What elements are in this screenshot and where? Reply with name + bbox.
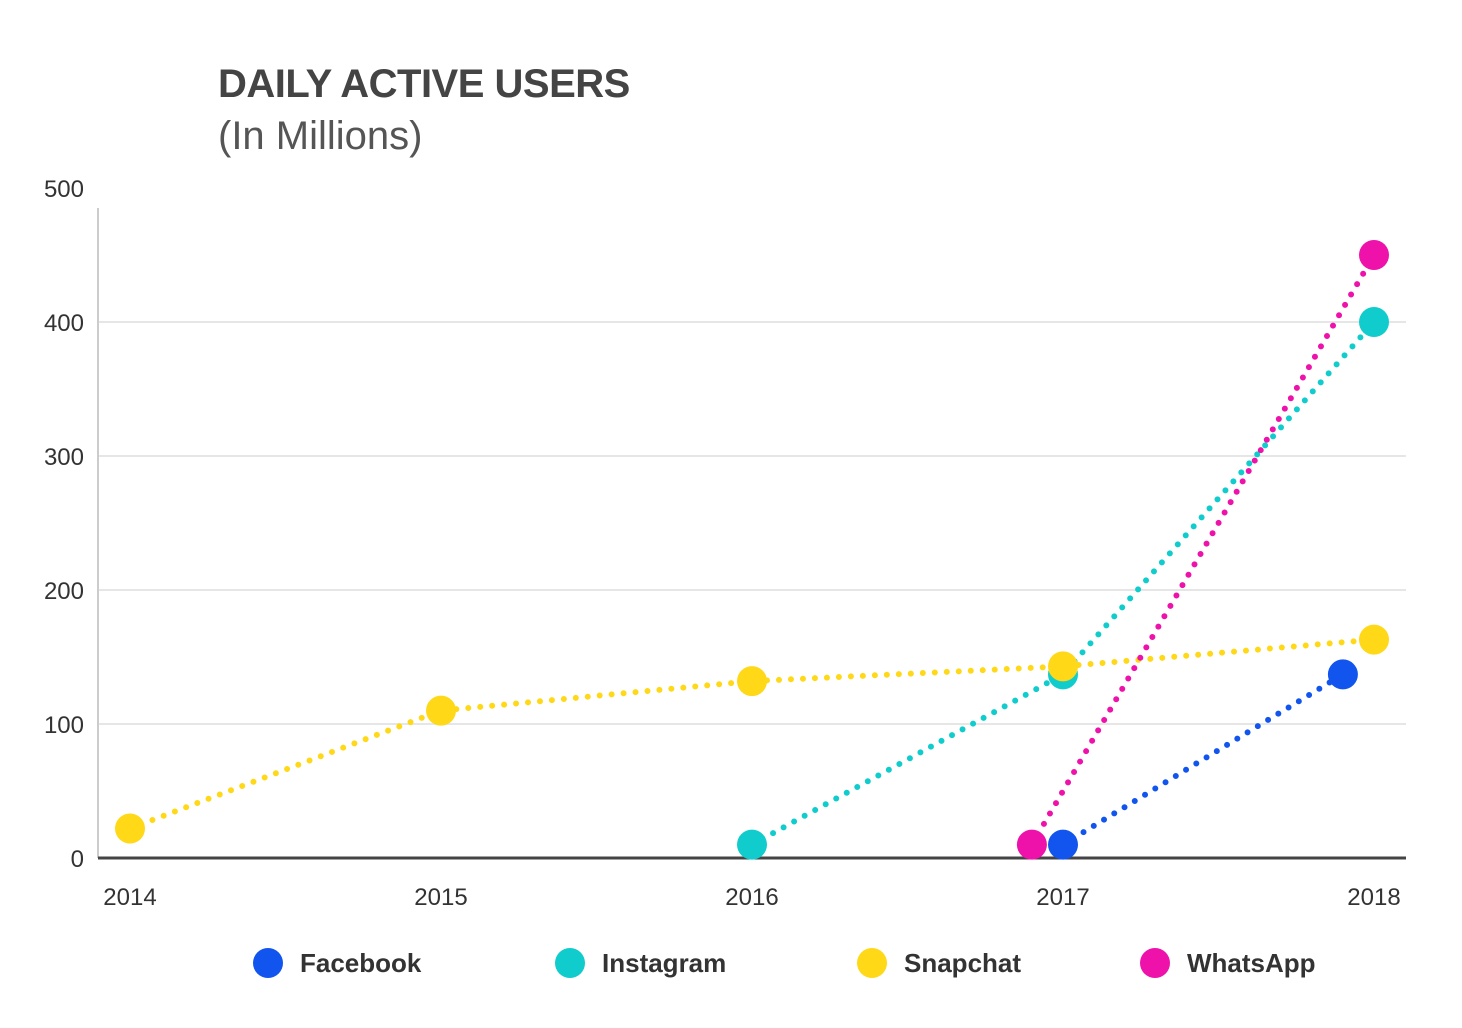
legend-marker-whatsapp — [1140, 948, 1170, 978]
x-tick-label: 2015 — [414, 884, 467, 911]
legend-label-instagram: Instagram — [602, 948, 726, 978]
data-point-facebook — [1048, 829, 1078, 860]
y-tick-label: 100 — [44, 712, 84, 739]
y-tick-label: 400 — [44, 310, 84, 337]
data-point-instagram — [737, 829, 767, 860]
data-point-snapchat — [1048, 651, 1078, 682]
y-tick-label: 500 — [44, 176, 84, 203]
data-point-whatsapp — [1359, 240, 1389, 270]
legend-marker-facebook — [253, 948, 283, 978]
chart-title: DAILY ACTIVE USERS — [218, 62, 630, 106]
series-line-whatsapp — [1028, 252, 1377, 848]
data-point-snapchat — [737, 666, 767, 697]
y-tick-label: 300 — [44, 444, 84, 471]
y-tick-label: 0 — [71, 846, 84, 873]
series-line-facebook — [1060, 671, 1346, 848]
series-line-instagram — [749, 319, 1377, 848]
legend-marker-instagram — [555, 948, 585, 978]
data-point-whatsapp — [1016, 829, 1047, 860]
x-tick-label: 2018 — [1347, 884, 1400, 911]
legend-marker-snapchat — [857, 948, 887, 978]
x-tick-label: 2016 — [725, 884, 778, 911]
data-point-instagram — [1359, 307, 1389, 337]
data-point-snapchat — [115, 813, 145, 844]
legend-label-facebook: Facebook — [300, 948, 422, 978]
x-tick-label: 2017 — [1036, 884, 1089, 911]
data-point-snapchat — [1359, 624, 1389, 655]
legend-label-snapchat: Snapchat — [904, 948, 1021, 978]
y-tick-label: 200 — [44, 578, 84, 605]
data-point-snapchat — [426, 695, 456, 726]
legend-label-whatsapp: WhatsApp — [1187, 948, 1316, 978]
x-tick-label: 2014 — [103, 884, 156, 911]
data-point-facebook — [1327, 659, 1358, 690]
chart-subtitle: (In Millions) — [218, 114, 423, 158]
